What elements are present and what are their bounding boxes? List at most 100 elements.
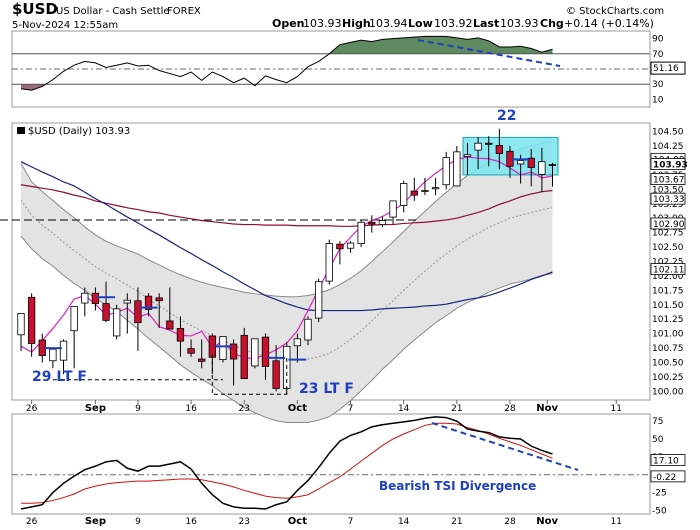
rsi-tick-label: 10 [652, 95, 664, 105]
candle-body [251, 338, 259, 367]
price-x-tick-label: 7 [348, 404, 354, 414]
candle-body [538, 161, 546, 175]
price-tick-label: 104.25 [652, 142, 684, 152]
candle-body [431, 187, 440, 190]
price-x-tick-label: 16 [185, 404, 197, 414]
high-label: High [342, 17, 371, 30]
tsi-tick-label: 75 [652, 417, 663, 427]
candle-body [463, 154, 472, 157]
tsi-tick-label: 50 [652, 435, 664, 445]
price-value-tag-text: 103.93 [653, 161, 688, 171]
price-tick-label: 101.25 [652, 315, 684, 325]
candle-body [357, 221, 365, 245]
price-value-tag-text: 103.33 [653, 195, 685, 205]
low-value: 103.92 [434, 17, 473, 30]
candle-body [293, 338, 302, 347]
symbol-label: $USD [12, 0, 58, 18]
tsi-x-tick-label: Oct [288, 516, 307, 527]
candle-body [495, 145, 504, 154]
price-legend-swatch [17, 127, 25, 134]
name-label: US Dollar - Cash Settle [56, 6, 170, 17]
price-value-tag-text: 102.11 [653, 266, 685, 276]
tsi-panel-frame [11, 413, 651, 515]
tsi-x-tick-label: 23 [239, 517, 250, 527]
price-tick-label: 103.25 [652, 200, 684, 210]
tsi-line [20, 416, 553, 510]
tsi-divergence-trendline [431, 422, 579, 471]
price-value-tag [650, 158, 686, 170]
tsi-x-tick-label: 7 [348, 517, 354, 527]
annotation-bearish-tsi: Bearish TSI Divergence [379, 479, 536, 493]
price-x-tick-label: Nov [536, 403, 558, 414]
price-tick-label: 100.75 [652, 344, 684, 354]
candle-body [176, 328, 185, 342]
price-value-tag-text: 102.90 [653, 220, 685, 230]
last-label: Last [473, 17, 499, 30]
price-tick-label: 101.00 [652, 330, 684, 340]
high-value: 103.94 [369, 17, 408, 30]
candle-body [261, 336, 270, 367]
candle-body [474, 142, 482, 151]
candle-body [304, 318, 312, 341]
price-value-tag-text: 103.67 [653, 176, 685, 186]
tsi-x-tick-label: 26 [26, 517, 38, 527]
last-value: 103.93 [500, 17, 539, 30]
candle-body [229, 343, 238, 360]
candle-body [442, 157, 450, 186]
price-x-tick-label: 14 [398, 404, 410, 414]
price-tick-label: 102.50 [652, 243, 684, 253]
candle-body [453, 151, 461, 187]
header: $USD US Dollar - Cash Settle FOREX 5-Nov… [12, 0, 664, 31]
price-tick-label: 104.50 [652, 128, 684, 138]
price-legend: $USD (Daily) 103.93 [28, 126, 130, 137]
tsi-value-tag [650, 454, 686, 466]
low-label: Low [408, 17, 433, 30]
price-tick-label: 101.75 [652, 286, 684, 296]
candle-body [144, 295, 153, 310]
candle-body [410, 190, 418, 196]
tsi-value-tag [650, 470, 686, 483]
rsi-tick-label: 90 [652, 35, 664, 45]
price-x-tick-label: 21 [451, 404, 462, 414]
price-x-tick-label: Sep [85, 403, 106, 414]
candle-body [198, 358, 206, 362]
price-x-tick-label: 11 [611, 404, 622, 414]
price-panel: $USD (Daily) 103.93104.50104.25104.00103… [0, 126, 688, 424]
price-x-tick-label: 9 [135, 404, 141, 414]
price-value-tag [650, 217, 686, 230]
price-tick-label: 100.00 [652, 387, 684, 397]
candle-body [81, 292, 89, 304]
tsi-x-tick-label: 28 [504, 517, 516, 527]
price-tick-label: 100.25 [652, 373, 684, 383]
candle-body [102, 303, 110, 321]
candle-body [336, 243, 344, 250]
candle-body [378, 220, 387, 225]
bollinger-upper [20, 141, 553, 298]
price-value-tag [650, 192, 686, 205]
price-tick-label: 101.50 [652, 301, 684, 311]
candle-body [368, 221, 376, 225]
rsi-panel: 907050301051.16 [12, 35, 686, 105]
price-tick-label: 103.50 [652, 185, 684, 195]
rsi-value-tag [650, 61, 686, 75]
price-tick-label: 102.75 [652, 229, 684, 239]
candle-body [91, 292, 100, 305]
tsi-tick-label: -50 [652, 506, 667, 516]
tsi-x-tick-label: Sep [85, 516, 106, 527]
ma-200-line [20, 184, 553, 227]
price-x-tick-label: 26 [26, 404, 38, 414]
candle-body [485, 142, 493, 145]
candle-body [59, 340, 68, 361]
candle-body [187, 348, 195, 354]
date-label: 5-Nov-2024 12:55am [12, 20, 118, 31]
price-x-tick-label: 28 [504, 404, 516, 414]
candle-body [17, 313, 25, 336]
rsi-line [20, 35, 553, 91]
rsi-oversold-fill [21, 84, 257, 91]
annotation-23-lt-f: 23 LT F [299, 381, 354, 397]
candle-body [49, 348, 57, 362]
rsi-divergence-trendline [417, 39, 561, 67]
tsi-x-tick-label: 16 [185, 517, 197, 527]
